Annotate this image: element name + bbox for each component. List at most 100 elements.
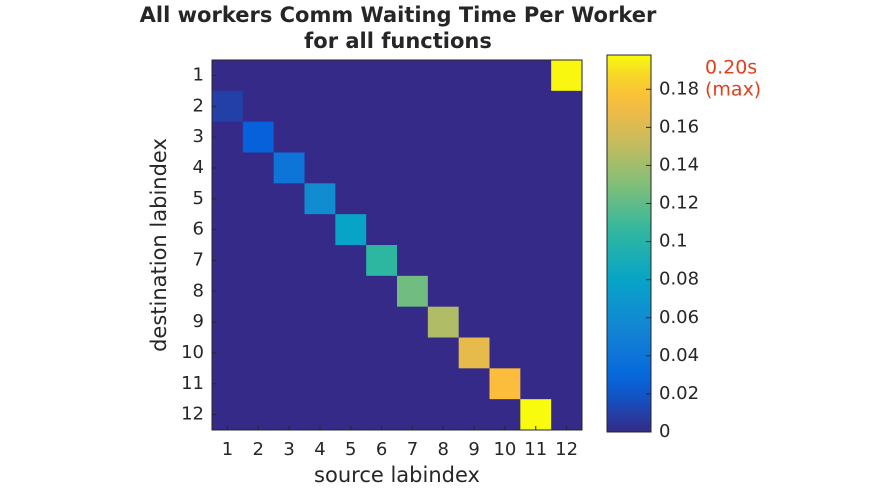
heat-cell — [427, 337, 460, 369]
colorbar-tick-label: 0.16 — [659, 116, 699, 137]
heat-cell — [427, 214, 460, 246]
heat-cell — [427, 152, 460, 184]
heat-cell — [551, 245, 583, 277]
heat-cell — [366, 60, 398, 92]
heat-cell — [273, 121, 305, 153]
heat-cell — [427, 306, 460, 338]
heat-cell — [397, 183, 429, 215]
heat-cell — [273, 183, 305, 215]
heat-cell — [304, 60, 336, 92]
heat-cell — [427, 245, 460, 277]
heat-cell — [458, 183, 490, 215]
heat-cell — [335, 337, 367, 369]
heat-cell — [520, 275, 552, 308]
chart-title: All workers Comm Waiting Time Per Worker — [140, 3, 657, 27]
heat-cell — [304, 121, 336, 153]
heat-cell — [551, 275, 583, 308]
heat-cell — [304, 399, 336, 431]
heat-cell — [366, 183, 398, 215]
heat-cell — [458, 121, 490, 153]
heat-cell — [551, 306, 583, 338]
x-tick-label: 6 — [376, 439, 387, 460]
heat-cell — [458, 306, 490, 338]
y-axis-label: destination labindex — [147, 138, 171, 352]
heat-cell — [366, 90, 398, 123]
heat-cell — [397, 275, 429, 308]
plot-frame — [211, 59, 583, 431]
heat-cell — [458, 152, 490, 184]
y-tick-label: 3 — [193, 126, 204, 147]
x-tick-label: 7 — [407, 439, 418, 460]
heat-cell — [520, 90, 552, 123]
x-tick-label: 1 — [222, 439, 233, 460]
colorbar-tick-label: 0.18 — [659, 78, 699, 99]
heat-cell — [458, 245, 490, 277]
heat-cell — [397, 214, 429, 246]
heat-cell — [520, 337, 552, 369]
heat-cell — [242, 368, 275, 400]
colorbar-tick-label: 0.04 — [659, 345, 699, 366]
heat-cell — [242, 90, 275, 123]
x-tick-label: 10 — [493, 439, 516, 460]
heat-cell — [397, 90, 429, 123]
heat-cell — [273, 90, 305, 123]
heat-cell — [520, 245, 552, 277]
x-tick-label: 4 — [314, 439, 325, 460]
heat-cell — [335, 152, 367, 184]
heat-cell — [427, 275, 460, 308]
heat-cell — [304, 337, 336, 369]
heat-cell — [366, 214, 398, 246]
heat-cell — [335, 245, 367, 277]
heat-cell — [458, 60, 490, 92]
x-tick-label: 2 — [253, 439, 264, 460]
heat-cell — [458, 337, 490, 369]
heat-cell — [335, 90, 367, 123]
heat-cell — [397, 152, 429, 184]
heat-cell — [304, 245, 336, 277]
heat-cell — [335, 214, 367, 246]
heat-cell — [242, 306, 275, 338]
heat-cell — [304, 368, 336, 400]
heat-cell — [489, 337, 521, 369]
heat-cell — [397, 121, 429, 153]
heat-cell — [273, 306, 305, 338]
heat-cell — [458, 214, 490, 246]
colorbar-tick-label: 0.14 — [659, 154, 699, 175]
colorbar-tick-label: 0.1 — [659, 231, 688, 252]
x-tick-label: 3 — [283, 439, 294, 460]
heat-cell — [335, 121, 367, 153]
annotation: 0.20s — [705, 57, 757, 79]
heat-cell — [273, 152, 305, 184]
colorbar-tick-label: 0.12 — [659, 193, 699, 214]
heat-cell — [304, 214, 336, 246]
heat-cell — [242, 152, 275, 184]
heat-cell — [212, 337, 244, 369]
heat-cell — [212, 214, 244, 246]
heat-cell — [551, 337, 583, 369]
heat-cell — [273, 337, 305, 369]
heat-cell — [489, 121, 521, 153]
heat-cell — [335, 275, 367, 308]
heat-cell — [551, 152, 583, 184]
heat-cell — [212, 368, 244, 400]
heat-cell — [458, 90, 490, 123]
heat-cell — [335, 399, 367, 431]
heat-cell — [273, 275, 305, 308]
heat-cell — [427, 60, 460, 92]
heat-cell — [242, 183, 275, 215]
colorbar-tick-label: 0.02 — [659, 383, 699, 404]
heat-cell — [458, 368, 490, 400]
y-tick-label: 6 — [193, 219, 204, 240]
heat-cell — [242, 121, 275, 153]
y-tick-label: 4 — [193, 157, 204, 178]
y-tick-label: 10 — [181, 342, 204, 363]
chart-title: for all functions — [304, 29, 492, 53]
heat-cell — [489, 245, 521, 277]
heat-cell — [366, 306, 398, 338]
heat-cell — [427, 183, 460, 215]
heat-cell — [304, 152, 336, 184]
heat-cell — [242, 399, 275, 431]
colorbar-tick-label: 0.06 — [659, 307, 699, 328]
heat-cell — [551, 368, 583, 400]
